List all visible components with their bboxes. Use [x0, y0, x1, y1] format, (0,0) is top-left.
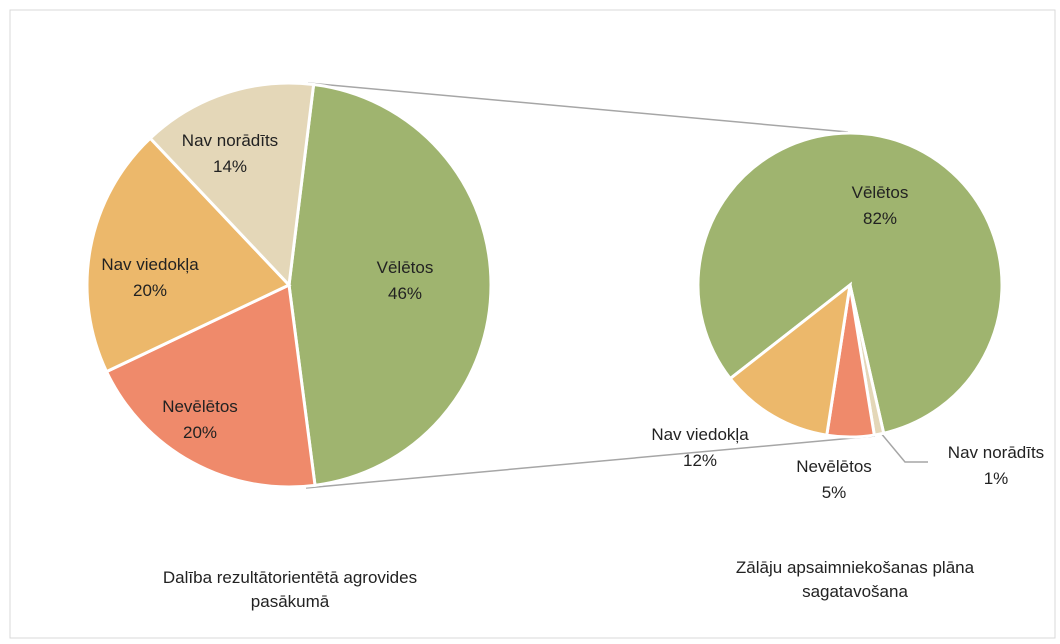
pie-caption: Dalība rezultātorientētā agrovides pasāk…	[162, 568, 418, 611]
slice-category: Vēlētos	[377, 258, 434, 277]
slice-value-label: 20%	[133, 281, 167, 300]
slice-label: Nav norādīts 14%	[182, 131, 278, 176]
slice-category: Vēlētos	[852, 183, 909, 202]
slice-label: Nav viedokļa 12%	[651, 425, 749, 470]
slice-value-label: 82%	[863, 209, 897, 228]
connector	[307, 82, 849, 133]
slice-label: Nav viedokļa 20%	[101, 255, 199, 300]
slice-value-label: 14%	[213, 157, 247, 176]
slice-label: Nevēlētos 5%	[796, 457, 872, 502]
slice-category: Nevēlētos	[796, 457, 872, 476]
slice-label: Vēlētos 46%	[377, 258, 434, 303]
slice-category: Nav viedokļa	[101, 255, 199, 274]
slice-value-label: 1%	[984, 469, 1009, 488]
leader-line	[879, 431, 928, 463]
slice-category: Nav viedokļa	[651, 425, 749, 444]
slice-label: Vēlētos 82%	[852, 183, 909, 228]
pie-caption: Zālāju apsaimniekošanas plāna sagatavoša…	[735, 558, 975, 601]
pie-slice	[148, 81, 316, 289]
slice-value-label: 5%	[822, 483, 847, 502]
pie-slice	[104, 282, 317, 489]
slice-label: Nav norādīts 1%	[948, 443, 1044, 488]
connector	[305, 435, 876, 489]
slice-value-label: 20%	[183, 423, 217, 442]
pie-slice	[85, 136, 292, 374]
pie-slice	[287, 82, 493, 488]
slice-value-label: 46%	[388, 284, 422, 303]
slice-category: Nav norādīts	[948, 443, 1044, 462]
frame	[9, 9, 1056, 639]
slice-category: Nevēlētos	[162, 397, 238, 416]
slice-value-label: 12%	[683, 451, 717, 470]
slice-label: Nevēlētos 20%	[162, 397, 238, 442]
pie-slice	[728, 281, 853, 437]
slice-category: Nav norādīts	[182, 131, 278, 150]
